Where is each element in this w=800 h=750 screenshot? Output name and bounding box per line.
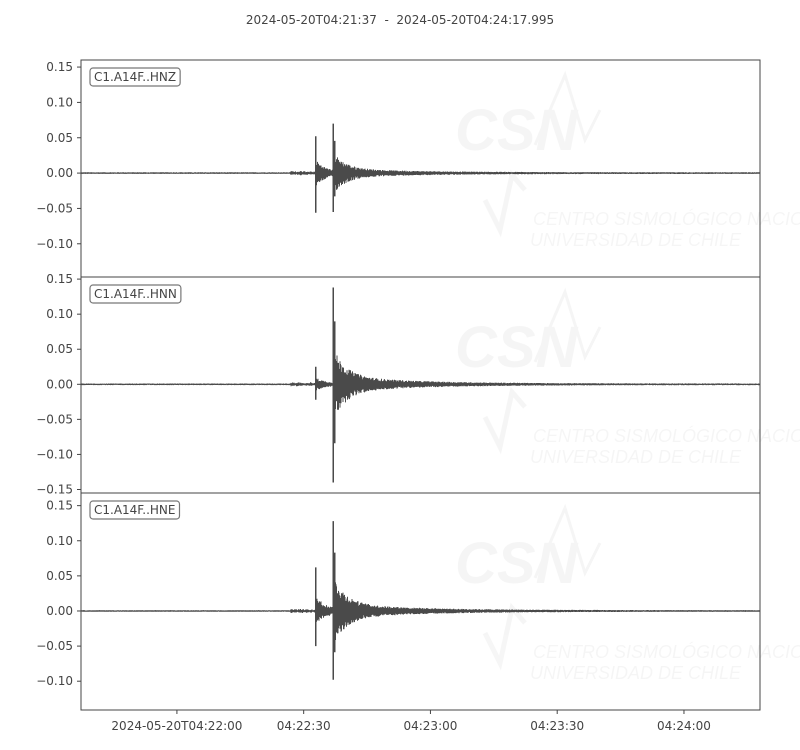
y-tick-label: −0.10 (36, 237, 73, 251)
y-tick: −0.15 (36, 482, 81, 496)
y-tick: 0.15 (46, 60, 81, 74)
x-tick: 04:22:30 (277, 710, 331, 733)
y-tick: 0.00 (46, 166, 81, 180)
y-tick-label: −0.05 (36, 201, 73, 215)
y-tick-label: −0.05 (36, 639, 73, 653)
y-tick-label: 0.10 (46, 95, 73, 109)
svg-text:CSN: CSN (455, 531, 579, 596)
trace-label: C1.A14F..HNE (89, 500, 181, 520)
y-tick: 0.10 (46, 307, 81, 321)
y-tick: 0.15 (46, 499, 81, 513)
svg-text:C1.A14F..HNZ: C1.A14F..HNZ (94, 70, 176, 84)
y-tick-label: 0.05 (46, 569, 73, 583)
x-tick-label: 04:23:30 (530, 719, 584, 733)
trace-panel: CSNCENTRO SISMOLÓGICO NACIONALUNIVERSIDA… (36, 59, 800, 278)
csn-watermark-logo: CSNCENTRO SISMOLÓGICO NACIONALUNIVERSIDA… (455, 75, 800, 250)
trace-panel: CSNCENTRO SISMOLÓGICO NACIONALUNIVERSIDA… (36, 272, 800, 496)
y-tick: −0.05 (36, 639, 81, 653)
y-tick: −0.05 (36, 201, 81, 215)
y-tick-label: −0.05 (36, 412, 73, 426)
svg-text:CSN: CSN (455, 98, 579, 163)
x-tick-label: 04:23:00 (403, 719, 457, 733)
svg-text:C1.A14F..HNN: C1.A14F..HNN (94, 287, 177, 301)
y-tick: 0.00 (46, 604, 81, 618)
y-tick: −0.10 (36, 447, 81, 461)
y-tick-label: 0.15 (46, 272, 73, 286)
y-tick-label: 0.10 (46, 534, 73, 548)
y-tick-label: 0.05 (46, 342, 73, 356)
x-tick-label: 2024-05-20T04:22:00 (111, 719, 242, 733)
y-tick: 0.10 (46, 95, 81, 109)
y-tick-label: 0.15 (46, 499, 73, 513)
x-tick-label: 04:22:30 (277, 719, 331, 733)
trace-panel: CSNCENTRO SISMOLÓGICO NACIONALUNIVERSIDA… (36, 492, 800, 711)
svg-text:UNIVERSIDAD DE CHILE: UNIVERSIDAD DE CHILE (530, 663, 742, 683)
y-tick: 0.10 (46, 534, 81, 548)
y-tick: −0.10 (36, 674, 81, 688)
svg-text:CSN: CSN (455, 315, 579, 380)
y-tick: −0.05 (36, 412, 81, 426)
y-tick: 0.00 (46, 377, 81, 391)
csn-watermark-logo: CSNCENTRO SISMOLÓGICO NACIONALUNIVERSIDA… (455, 508, 800, 683)
svg-text:UNIVERSIDAD DE CHILE: UNIVERSIDAD DE CHILE (530, 230, 742, 250)
axes-frame (80, 492, 761, 711)
x-tick: 04:23:00 (403, 710, 457, 733)
y-tick: 0.05 (46, 569, 81, 583)
chart-title: 2024-05-20T04:21:37 - 2024-05-20T04:24:1… (245, 13, 555, 27)
y-tick-label: 0.05 (46, 131, 73, 145)
waveform-trace (80, 123, 761, 213)
y-tick: 0.05 (46, 131, 81, 145)
y-tick-label: 0.00 (46, 166, 73, 180)
y-tick-label: 0.15 (46, 60, 73, 74)
svg-text:C1.A14F..HNE: C1.A14F..HNE (94, 503, 176, 517)
trace-label: C1.A14F..HNZ (89, 67, 181, 87)
y-tick: 0.15 (46, 272, 81, 286)
y-tick-label: −0.10 (36, 447, 73, 461)
x-tick-label: 04:24:00 (657, 719, 711, 733)
trace-label: C1.A14F..HNN (89, 284, 182, 304)
x-tick: 04:24:00 (657, 710, 711, 733)
y-tick: −0.10 (36, 237, 81, 251)
y-tick-label: −0.10 (36, 674, 73, 688)
x-tick: 2024-05-20T04:22:00 (111, 710, 242, 733)
y-tick-label: 0.00 (46, 377, 73, 391)
x-tick: 04:23:30 (530, 710, 584, 733)
y-tick-label: 0.00 (46, 604, 73, 618)
csn-watermark-logo: CSNCENTRO SISMOLÓGICO NACIONALUNIVERSIDA… (455, 292, 800, 467)
svg-text:UNIVERSIDAD DE CHILE: UNIVERSIDAD DE CHILE (530, 447, 742, 467)
y-tick-label: −0.15 (36, 482, 73, 496)
y-tick-label: 0.10 (46, 307, 73, 321)
y-tick: 0.05 (46, 342, 81, 356)
